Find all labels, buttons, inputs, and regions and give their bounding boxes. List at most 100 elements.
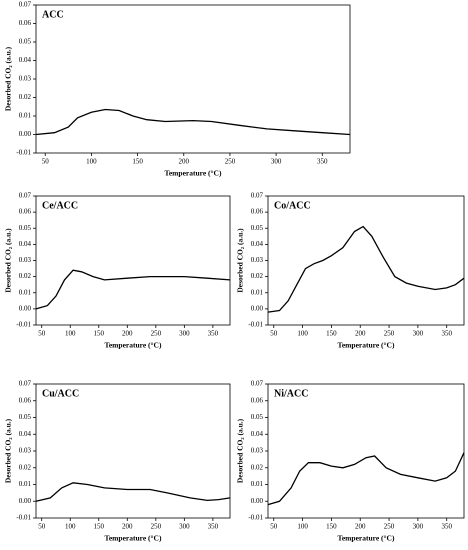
x-tick-label: 100 (65, 523, 76, 531)
y-tick-label: -0.01 (16, 321, 31, 329)
y-axis-label: Desorbed CO₂ (a.u.) (236, 418, 245, 483)
x-axis-label: Temperature (°C) (338, 534, 395, 543)
y-tick-label: 0.03 (19, 75, 32, 83)
x-tick-label: 300 (413, 330, 424, 338)
plot-frame (35, 383, 231, 519)
panel-title: ACC (42, 9, 64, 20)
x-tick-label: 300 (179, 330, 190, 338)
y-tick-label: 0.01 (251, 288, 264, 296)
y-tick-label: 0.03 (19, 256, 32, 264)
y-tick-label: 0.07 (251, 192, 264, 200)
x-tick-label: 250 (151, 330, 162, 338)
y-tick-label: 0.06 (251, 208, 264, 216)
y-tick-label: 0.04 (251, 240, 264, 248)
x-tick-label: 250 (151, 523, 162, 531)
y-tick-label: 0.07 (19, 192, 32, 200)
y-tick-label: 0.03 (19, 447, 32, 455)
y-tick-label: 0.02 (19, 93, 32, 101)
y-tick-label: 0.05 (19, 224, 32, 232)
x-axis-label: Temperature (°C) (165, 169, 222, 178)
plot-frame (35, 195, 231, 326)
y-tick-label: 0.02 (251, 463, 264, 471)
y-tick-label: 0.00 (19, 497, 32, 505)
x-tick-label: 350 (441, 523, 452, 531)
x-tick-label: 50 (270, 523, 278, 531)
y-tick-label: 0.04 (19, 240, 32, 248)
y-tick-label: 0.02 (19, 272, 32, 280)
x-tick-label: 200 (355, 523, 366, 531)
y-tick-label: 0.05 (19, 413, 32, 421)
y-tick-label: 0.00 (251, 304, 264, 312)
x-tick-label: 150 (94, 523, 105, 531)
y-tick-label: 0.04 (251, 430, 264, 438)
y-tick-label: 0.05 (251, 413, 264, 421)
x-tick-label: 250 (384, 523, 395, 531)
y-tick-label: 0.03 (251, 447, 264, 455)
y-axis-label: Desorbed CO₂ (a.u.) (236, 228, 245, 293)
panel-title: Cu/ACC (42, 388, 79, 399)
y-tick-label: 0.06 (19, 208, 32, 216)
x-tick-label: 200 (355, 330, 366, 338)
x-tick-label: 200 (122, 523, 133, 531)
x-tick-label: 50 (270, 330, 278, 338)
y-tick-label: 0.00 (19, 130, 32, 138)
y-tick-label: 0.04 (19, 430, 32, 438)
x-tick-label: 300 (179, 523, 190, 531)
x-axis-label: Temperature (°C) (105, 534, 162, 543)
x-tick-label: 150 (132, 158, 143, 166)
x-tick-label: 200 (122, 330, 133, 338)
y-tick-label: 0.06 (19, 396, 32, 404)
x-tick-label: 350 (208, 523, 219, 531)
panel-title: Ni/ACC (274, 388, 308, 399)
y-tick-label: 0.01 (19, 112, 32, 120)
x-tick-label: 350 (441, 330, 452, 338)
y-axis-label: Desorbed CO₂ (a.u.) (4, 228, 13, 293)
y-tick-label: 0.00 (19, 304, 32, 312)
x-tick-label: 50 (38, 330, 46, 338)
y-tick-label: 0.03 (251, 256, 264, 264)
y-axis-label: Desorbed CO₂ (a.u.) (4, 46, 13, 111)
plot-frame (267, 383, 465, 519)
data-line (267, 225, 465, 313)
y-tick-label: 0.01 (19, 480, 32, 488)
data-line (35, 482, 231, 502)
x-tick-label: 250 (384, 330, 395, 338)
x-tick-label: 100 (65, 330, 76, 338)
x-tick-label: 300 (413, 523, 424, 531)
data-line (35, 269, 231, 310)
x-tick-label: 50 (38, 523, 46, 531)
y-tick-label: 0.05 (251, 224, 264, 232)
x-tick-label: 100 (297, 523, 308, 531)
y-tick-label: 0.06 (19, 19, 32, 27)
y-tick-label: 0.02 (19, 463, 32, 471)
y-tick-label: 0.05 (19, 38, 32, 46)
y-tick-label: 0.02 (251, 272, 264, 280)
y-tick-label: 0.06 (251, 396, 264, 404)
x-tick-label: 300 (271, 158, 282, 166)
y-tick-label: 0.07 (19, 1, 32, 9)
plot-frame (267, 195, 465, 326)
x-tick-label: 50 (42, 158, 50, 166)
x-tick-label: 350 (208, 330, 219, 338)
y-tick-label: -0.01 (16, 149, 31, 157)
x-tick-label: 100 (86, 158, 97, 166)
x-tick-label: 150 (94, 330, 105, 338)
y-tick-label: 0.01 (251, 480, 264, 488)
x-tick-label: 150 (326, 523, 337, 531)
y-tick-label: 0.00 (251, 497, 264, 505)
x-tick-label: 350 (317, 158, 328, 166)
y-tick-label: 0.04 (19, 56, 32, 64)
y-tick-label: 0.01 (19, 288, 32, 296)
x-axis-label: Temperature (°C) (338, 341, 395, 350)
data-line (267, 452, 465, 506)
panel-title: Ce/ACC (42, 200, 78, 211)
y-tick-label: -0.01 (16, 514, 31, 522)
y-tick-label: -0.01 (248, 321, 263, 329)
x-axis-label: Temperature (°C) (105, 341, 162, 350)
x-tick-label: 200 (179, 158, 190, 166)
y-axis-label: Desorbed CO₂ (a.u.) (4, 418, 13, 483)
y-tick-label: 0.07 (19, 380, 32, 388)
y-tick-label: -0.01 (248, 514, 263, 522)
